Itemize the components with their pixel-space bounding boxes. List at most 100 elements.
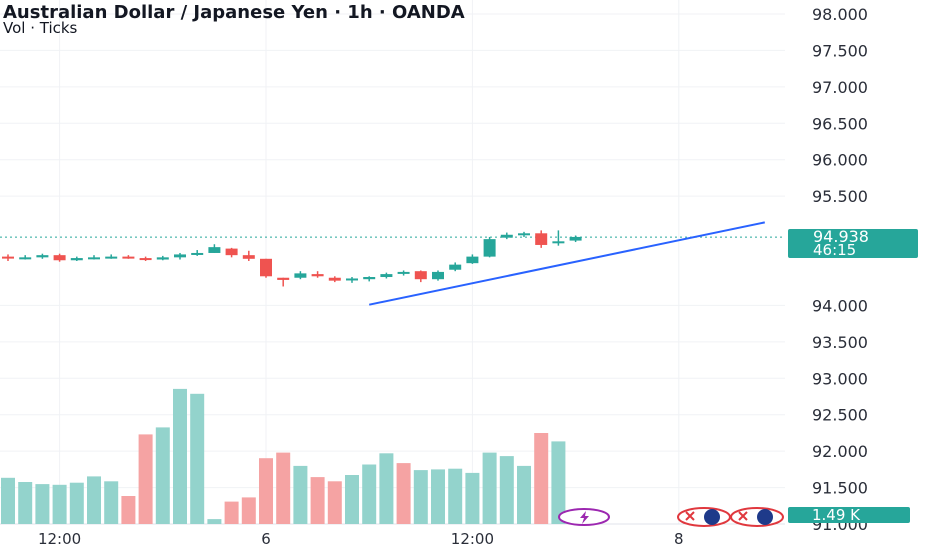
candle-body bbox=[260, 258, 272, 277]
chart-title: Australian Dollar / Japanese Yen · 1h · … bbox=[3, 2, 465, 23]
price-tick-label: 95.500 bbox=[812, 187, 868, 206]
volume-indicator-label[interactable]: Vol · Ticks bbox=[3, 19, 78, 37]
price-tick-label: 97.000 bbox=[812, 78, 868, 97]
candle bbox=[552, 230, 565, 246]
candle bbox=[380, 272, 393, 279]
volume-bar bbox=[224, 501, 239, 524]
candle-body bbox=[466, 256, 479, 264]
candle bbox=[397, 270, 410, 276]
candle bbox=[174, 252, 186, 260]
candle-body bbox=[414, 271, 427, 280]
candle-body bbox=[483, 239, 496, 257]
event-markers[interactable] bbox=[558, 507, 784, 527]
candle-body bbox=[105, 256, 118, 259]
volume-bar bbox=[18, 482, 33, 524]
price-tick-label: 96.500 bbox=[812, 114, 868, 133]
volume-bar bbox=[448, 468, 463, 524]
chart-grid bbox=[0, 0, 785, 525]
candle-body bbox=[552, 241, 565, 244]
candle-body bbox=[139, 258, 152, 261]
candle-body bbox=[174, 254, 186, 258]
candle bbox=[569, 235, 582, 243]
trendline[interactable] bbox=[368, 221, 766, 306]
volume-bar bbox=[52, 484, 67, 524]
candle-body bbox=[397, 271, 410, 274]
volume-bar bbox=[499, 456, 514, 524]
candle-body bbox=[277, 277, 290, 280]
bar-countdown: 46:15 bbox=[813, 241, 856, 259]
time-tick-label: 12:00 bbox=[38, 530, 81, 548]
volume-bar bbox=[482, 452, 497, 524]
volume-badge-value: 1.49 K bbox=[812, 506, 861, 524]
candle bbox=[208, 244, 221, 253]
australia-flag-event-icon[interactable] bbox=[730, 507, 784, 527]
candle bbox=[483, 236, 496, 258]
candle bbox=[535, 230, 548, 248]
volume-bar bbox=[121, 496, 136, 524]
candle-body bbox=[294, 273, 307, 278]
australia-flag-event-icon[interactable] bbox=[677, 507, 731, 527]
volume-bar bbox=[276, 452, 291, 524]
candle-body bbox=[88, 257, 100, 260]
candle bbox=[294, 271, 307, 280]
volume-bar bbox=[396, 463, 411, 524]
lightning-event-icon[interactable] bbox=[558, 508, 610, 526]
candle bbox=[36, 253, 49, 259]
candle-body bbox=[346, 278, 358, 281]
candle bbox=[466, 254, 479, 264]
candle bbox=[88, 255, 100, 260]
candle bbox=[242, 250, 255, 261]
candle bbox=[260, 258, 272, 278]
candle bbox=[53, 253, 66, 262]
candle bbox=[191, 250, 204, 256]
candle-body bbox=[500, 234, 513, 238]
price-axis-badges: 94.938 46:15 1.49 K bbox=[788, 227, 918, 524]
price-tick-label: 98.000 bbox=[812, 5, 868, 24]
time-tick-label: 12:00 bbox=[451, 530, 494, 548]
volume-bar bbox=[207, 519, 222, 524]
volume-bar bbox=[190, 393, 205, 524]
price-tick-label: 93.500 bbox=[812, 333, 868, 352]
volume-bar bbox=[345, 475, 359, 524]
candle bbox=[500, 232, 513, 240]
candle-body bbox=[363, 277, 376, 280]
candle-body bbox=[569, 236, 582, 241]
price-axis[interactable]: 98.000 97.500 97.000 96.500 96.000 95.500 94.0… bbox=[812, 5, 868, 534]
candle-body bbox=[242, 255, 255, 259]
price-tick-label: 96.000 bbox=[812, 151, 868, 170]
candle-body bbox=[2, 256, 14, 259]
last-price-badge bbox=[788, 229, 918, 258]
volume-bars bbox=[1, 388, 566, 524]
candle-body bbox=[70, 258, 83, 261]
volume-bar bbox=[534, 433, 549, 524]
candle-body bbox=[518, 233, 530, 236]
time-tick-label: 6 bbox=[261, 530, 271, 548]
candle-body bbox=[19, 257, 32, 260]
volume-bar bbox=[35, 484, 50, 524]
candle-body bbox=[432, 271, 444, 280]
candle bbox=[122, 255, 135, 259]
candle bbox=[449, 262, 462, 272]
volume-bar bbox=[87, 476, 101, 524]
price-tick-label: 92.000 bbox=[812, 442, 868, 461]
time-axis[interactable]: 12:00 6 12:00 8 bbox=[38, 530, 684, 548]
volume-bar bbox=[465, 472, 480, 524]
price-tick-label: 94.000 bbox=[812, 296, 868, 315]
last-price-value: 94.938 bbox=[813, 227, 869, 246]
price-tick-label: 92.500 bbox=[812, 406, 868, 425]
candle bbox=[311, 271, 324, 278]
volume-bar bbox=[517, 465, 531, 524]
candle-body bbox=[449, 264, 462, 270]
volume-bar bbox=[1, 477, 15, 524]
candle-body bbox=[328, 277, 341, 281]
candle-body bbox=[311, 274, 324, 277]
candlesticks bbox=[2, 230, 582, 287]
volume-bar bbox=[241, 497, 256, 524]
candle bbox=[139, 256, 152, 261]
candle bbox=[432, 270, 444, 281]
volume-bar bbox=[413, 470, 428, 524]
candle-body bbox=[225, 248, 238, 256]
price-tick-label: 93.000 bbox=[812, 369, 868, 388]
price-tick-label: 97.500 bbox=[812, 41, 868, 60]
